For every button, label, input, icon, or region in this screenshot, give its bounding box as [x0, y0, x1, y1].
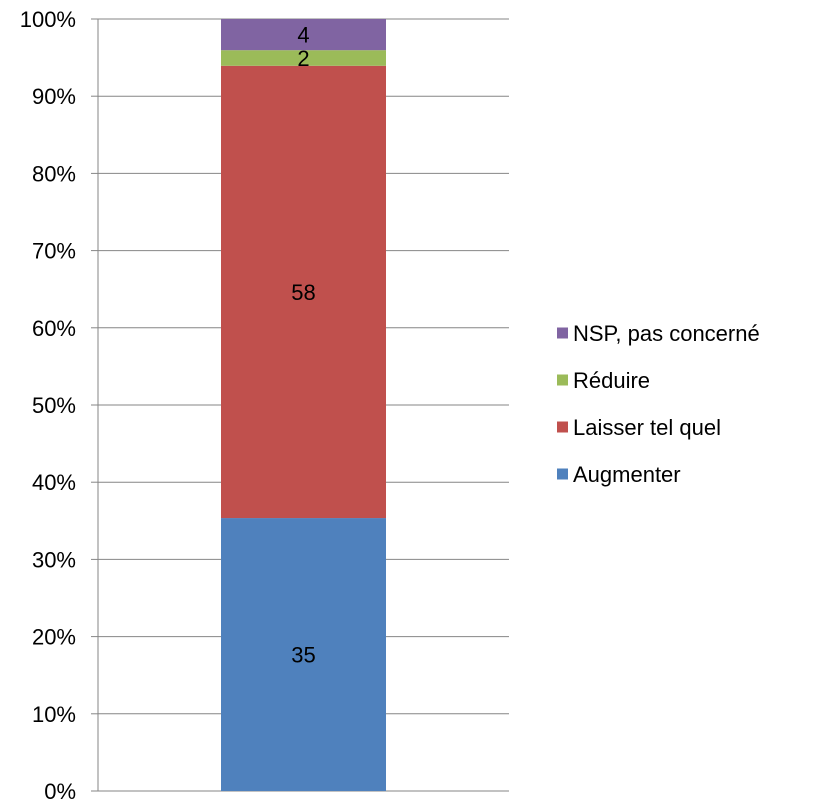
data-label: 35: [291, 643, 315, 668]
legend-swatch: [557, 374, 568, 386]
y-tick-label: 20%: [32, 625, 76, 650]
y-tick-label: 70%: [32, 239, 76, 264]
y-tick-label: 10%: [32, 702, 76, 727]
y-tick-label: 100%: [20, 7, 76, 32]
data-label: 58: [291, 280, 315, 305]
legend: NSP, pas concerné Réduire Laisser tel quel…: [557, 321, 760, 487]
bar-stack: [221, 19, 386, 791]
y-tick-label: 0%: [44, 779, 76, 800]
y-tick-label: 80%: [32, 161, 76, 186]
legend-swatch: [557, 421, 568, 433]
data-label: 4: [297, 23, 309, 48]
legend-label: NSP, pas concerné: [573, 321, 760, 346]
bar-segment-augmenter: [221, 518, 386, 791]
legend-swatch: [557, 327, 568, 339]
legend-label: Laisser tel quel: [573, 415, 721, 440]
legend-label: Augmenter: [573, 462, 681, 487]
bar-segment-nsp-pas-concern-: [221, 19, 386, 51]
y-axis: 0% 10% 20% 30% 40% 50% 60% 70% 80% 90% 100%: [20, 7, 99, 800]
bar-segment-laisser-tel-quel: [221, 65, 386, 519]
y-tick-label: 90%: [32, 84, 76, 109]
y-tick-label: 50%: [32, 393, 76, 418]
legend-swatch: [557, 468, 568, 480]
y-tick-label: 60%: [32, 316, 76, 341]
data-labels: 35 58 24: [291, 23, 315, 668]
data-label: 2: [297, 46, 309, 71]
bar-segment-r-duire: [221, 50, 386, 66]
y-tick-label: 40%: [32, 470, 76, 495]
y-tick-label: 30%: [32, 547, 76, 572]
legend-label: Réduire: [573, 368, 650, 393]
